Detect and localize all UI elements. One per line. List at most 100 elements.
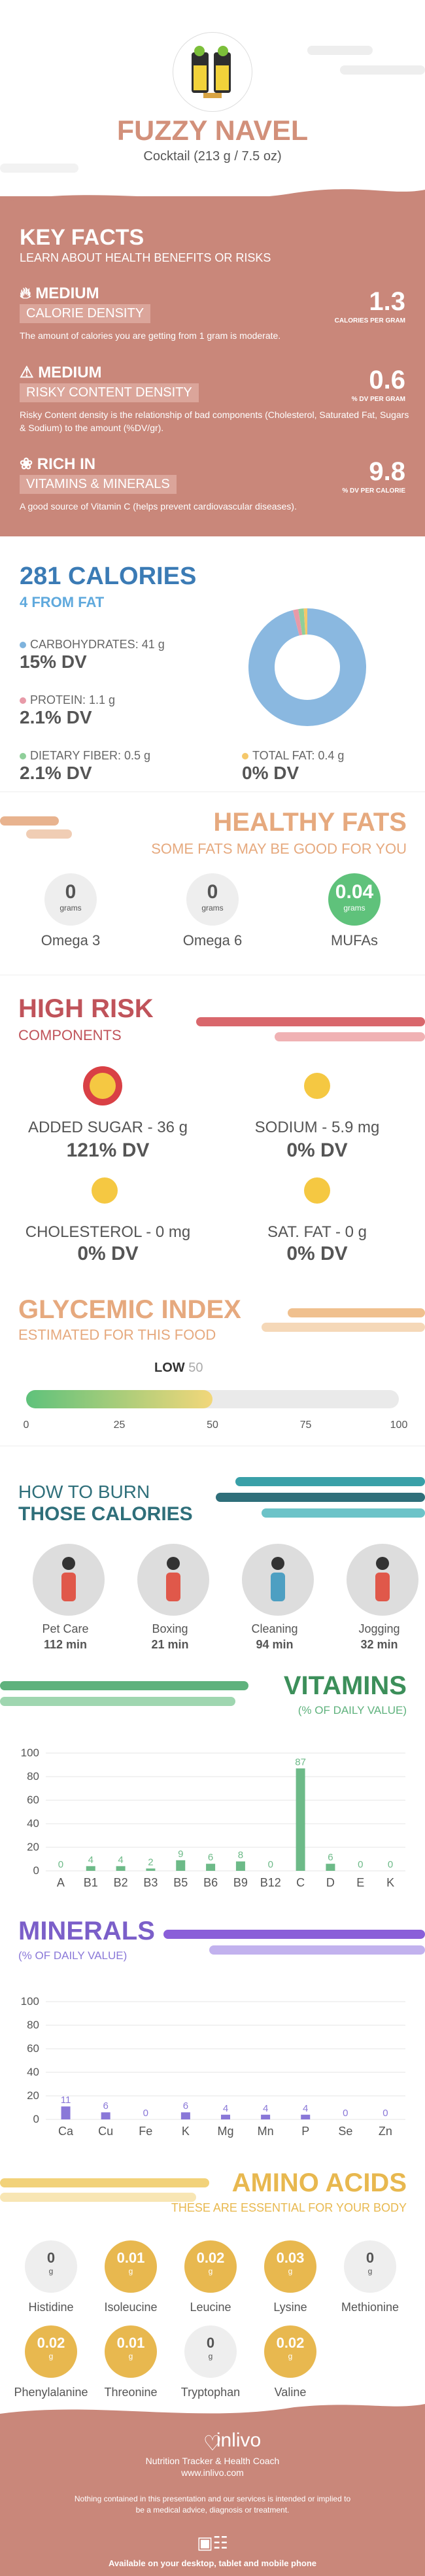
macro-dv: 0% DV [242,763,299,783]
fact-level: MEDIUM [38,364,102,381]
amino-label: Leucine [190,2301,231,2314]
amino-unit: g [208,2352,213,2361]
burn-title-line2: THOSE CALORIES [18,1503,193,1525]
amino-label: Tryptophan [180,2386,241,2399]
bar [61,2106,71,2119]
bar [180,2112,190,2119]
decor-stripe [0,164,78,173]
bar [101,2112,110,2119]
x-tick-label: B6 [203,1876,218,1889]
activity-minutes: 112 min [43,1638,88,1651]
fat-value: 0.04 [335,881,374,903]
brand-url[interactable]: www.inlivo.com [181,2467,244,2478]
amino-unit: g [48,2352,54,2361]
x-tick-label: K [386,1876,394,1889]
macro-label: TOTAL FAT: 0.4 g [252,749,345,762]
x-tick-label: B9 [233,1876,248,1889]
page-subtitle: Cocktail (213 g / 7.5 oz) [143,149,282,164]
decor-stripe [340,65,425,75]
boxing-icon [137,1544,209,1616]
amino-unit: g [128,2352,133,2361]
footer: ♡ inlivo Nutrition Tracker & Health Coac… [0,2404,425,2576]
macro-dv: 15% DV [20,652,87,672]
legend-dot [20,642,26,648]
bar-value-label: 4 [263,2103,268,2114]
risk-dv: 0% DV [286,1243,348,1264]
header: FUZZY NAVEL Cocktail (213 g / 7.5 oz) [0,0,425,196]
decor-stripe [0,2193,196,2202]
bar-value-label: 8 [238,1850,243,1861]
bar [116,1866,126,1871]
x-tick-label: Fe [139,2125,152,2138]
amino-badge: 0.01 g [105,2240,157,2293]
decor-stripe [0,1697,235,1706]
cocktail-image [173,33,252,111]
bar [176,1860,186,1871]
risk-label: SAT. FAT - 0 g [267,1223,367,1241]
fact-tag: VITAMINS & MINERALS [20,475,177,494]
decor-stripe [209,1945,425,1955]
bar [146,1868,156,1871]
disclaimer: Nothing contained in this presentation a… [74,2494,351,2515]
y-tick-label: 60 [27,1794,39,1806]
fat-value: 0 [65,881,76,903]
amino-value: 0.02 [196,2250,225,2266]
amino-value: 0.03 [276,2250,305,2266]
bar-value-label: 0 [58,1859,63,1870]
bar [206,1864,216,1871]
amino-unit: g [288,2267,293,2276]
macro-dv: 2.1% DV [20,763,92,783]
glycemic-tick-label: 0 [23,1419,29,1431]
burn-title-line1: HOW TO BURN [18,1482,150,1502]
bar-value-label: 0 [358,1859,363,1870]
amino-value: 0.02 [276,2335,305,2351]
x-tick-label: Zn [379,2125,392,2138]
fat-unit: grams [343,903,366,913]
omega3-badge: 0 grams [44,873,97,926]
donut-slice [248,608,366,726]
key-facts-title: KEY FACTS [20,225,144,250]
calories-donut-chart [248,608,366,726]
fact-level: RICH IN [37,455,96,473]
macro-fat: TOTAL FAT: 0.4 g 0% DV [242,749,344,784]
healthy-fats-subtitle: SOME FATS MAY BE GOOD FOR YOU [151,841,407,857]
bar [326,1864,335,1871]
bar-value-label: 4 [88,1854,94,1866]
calories-title: 281 CALORIES [20,563,197,590]
amino-badge: 0.02 g [25,2325,77,2378]
glycemic-value: 50 [188,1361,203,1375]
minerals-bar-chart: 0 20 40 60 80 100 11 Ca 6 Cu 0 Fe 6 K 4 Mg 4 Mn 4 P 0 Se 0 Zn [21,1995,405,2138]
fact-value: 0.6 [369,366,405,394]
fat-unit: grams [60,903,82,913]
fact-description: A good source of Vitamin C (helps preven… [20,501,297,512]
y-tick-label: 20 [27,2089,39,2102]
macro-label: PROTEIN: 1.1 g [30,693,116,706]
amino-subtitle: THESE ARE ESSENTIAL FOR YOUR BODY [171,2201,407,2214]
bar [261,2114,271,2119]
amino-label: Phenylalanine [14,2386,88,2399]
happy-face-icon [298,1171,337,1210]
amino-badge: 0.02 g [264,2325,316,2378]
bar-value-label: 4 [303,2103,308,2114]
glycemic-title: GLYCEMIC INDEX [18,1295,241,1324]
fact-tag: CALORIE DENSITY [20,304,151,323]
amino-label: Threonine [104,2386,158,2399]
glycemic-subtitle: ESTIMATED FOR THIS FOOD [18,1327,216,1343]
amino-badge: 0.01 g [105,2325,157,2378]
decor-stripe [262,1508,425,1518]
bar-value-label: 2 [148,1856,153,1868]
amino-unit: g [48,2267,54,2276]
macro-label: CARBOHYDRATES: 41 g [30,638,165,651]
x-tick-label: B2 [114,1876,128,1889]
vitamins-title: VITAMINS [283,1671,407,1700]
amino-label: Histidine [28,2301,74,2314]
wave-divider [0,2404,425,2427]
fact-value: 9.8 [369,457,405,486]
activity-label: Cleaning [251,1622,298,1635]
macro-label: DIETARY FIBER: 0.5 g [30,749,151,762]
mufas-label: MUFAs [330,932,379,949]
fact-unit: CALORIES PER GRAM [334,317,405,324]
amino-label: Lysine [273,2301,307,2314]
x-tick-label: A [57,1876,65,1889]
